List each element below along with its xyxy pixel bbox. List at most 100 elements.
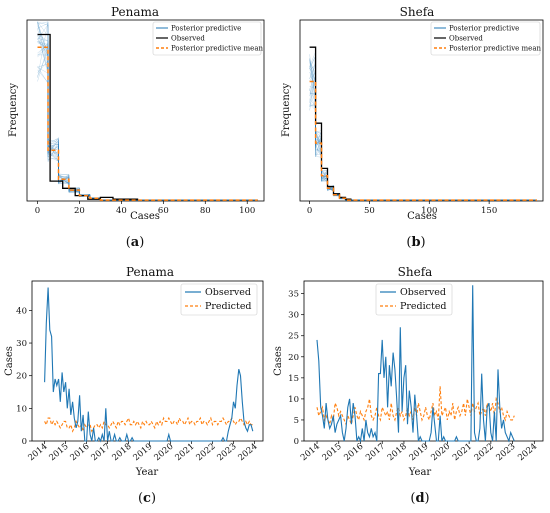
panel-d-legend: Observed Predicted (375, 283, 453, 316)
ytick-label: 10 (16, 404, 27, 414)
posterior-predictive-sample (309, 102, 538, 201)
ytick-label: 25 (288, 332, 299, 342)
posterior-predictive-sample (37, 38, 258, 201)
panel-b-legend-ppc: Posterior predictive (449, 25, 519, 33)
xtick-label: 2018 (111, 442, 134, 464)
posterior-predictive-sample (309, 51, 537, 201)
panel-b-series (309, 46, 537, 201)
posterior-predictive-sample (309, 59, 537, 201)
xtick-label: 20 (74, 206, 85, 216)
posterior-predictive-sample (37, 63, 258, 201)
panel-b-legend: Posterior predictive Observed Posterior … (430, 21, 541, 56)
ytick-label: 30 (288, 311, 299, 321)
panel-a-legend-mean: Posterior predictive mean (171, 45, 263, 53)
panel-b: Shefa 0 50 100 150 Cases Frequency Posterio… (281, 5, 544, 222)
ytick-label: 30 (16, 339, 27, 349)
posterior-predictive-sample (37, 66, 258, 201)
posterior-predictive-sample (37, 42, 258, 201)
xtick-label: 2017 (90, 442, 113, 464)
panel-d-legend-observed: Observed (400, 287, 446, 298)
panel-a-xlabel: Cases (130, 211, 160, 222)
xtick-label: 100 (239, 206, 255, 216)
ytick-label: 20 (16, 372, 27, 382)
posterior-predictive-sample (309, 75, 538, 201)
posterior-predictive-sample (37, 45, 258, 201)
panel-d-xticks: 2014201520162017201820192020202120222023… (299, 441, 539, 463)
posterior-predictive-sample (37, 51, 258, 201)
xtick-label: 2023 (495, 442, 518, 464)
panel-d-series (316, 285, 515, 444)
posterior-predictive-sample (309, 58, 538, 201)
posterior-predictive-sample (309, 55, 538, 201)
posterior-predictive-sample (37, 41, 258, 201)
panel-a-title: Penama (111, 5, 159, 19)
posterior-predictive-sample (37, 37, 258, 201)
panel-b-ylabel: Frequency (281, 83, 292, 137)
ytick-label: 5 (294, 416, 299, 426)
panel-a-legend: Posterior predictive Observed Posterior … (152, 21, 263, 56)
xtick-label: 2016 (342, 442, 365, 464)
panel-a-xticks: 0 20 40 60 80 100 (35, 201, 255, 216)
xtick-label: 40 (116, 206, 127, 216)
posterior-predictive-sample (309, 89, 538, 201)
posterior-predictive-sample (309, 59, 538, 201)
caption-b: (b) (406, 235, 425, 250)
xtick-label: 0 (35, 206, 40, 216)
observed-line (309, 46, 352, 200)
posterior-predictive-sample (37, 34, 258, 201)
panel-c: Penama 0 10 20 30 40 20142015201620172018201… (4, 265, 264, 478)
posterior-predictive-sample (37, 41, 258, 201)
panel-c-xlabel: Year (135, 467, 159, 478)
posterior-predictive-sample (309, 62, 538, 201)
xtick-label: 2021 (174, 442, 197, 464)
caption-d: (d) (410, 491, 429, 506)
ytick-label: 40 (16, 306, 27, 316)
posterior-predictive-sample (309, 102, 538, 201)
posterior-predictive-sample (309, 75, 538, 201)
posterior-predictive-sample (37, 69, 258, 201)
panel-c-legend: Observed Predicted (180, 283, 258, 316)
panel-b-xticks: 0 50 100 150 (307, 201, 497, 216)
ytick-label: 0 (294, 437, 299, 447)
panel-d-title: Shefa (398, 265, 433, 279)
panel-a: Penama 0 20 40 60 80 100 Cases Frequency Post… (8, 5, 265, 222)
panel-d-yticks: 0 5 10 15 20 25 30 35 (288, 290, 304, 447)
posterior-predictive-sample (309, 71, 538, 201)
xtick-label: 2016 (69, 442, 92, 464)
xtick-label: 2023 (216, 442, 239, 464)
panel-c-title: Penama (126, 265, 174, 279)
posterior-predictive-sample (309, 55, 538, 201)
panel-b-posterior-predictive-samples (309, 51, 538, 201)
panel-a-ylabel: Frequency (8, 83, 19, 137)
panel-a-legend-observed: Observed (171, 35, 205, 43)
xtick-label: 2020 (429, 442, 452, 464)
xtick-label: 2024 (516, 442, 539, 464)
xtick-label: 2014 (27, 442, 50, 464)
ytick-label: 15 (288, 374, 299, 384)
xtick-label: 2020 (153, 442, 176, 464)
posterior-predictive-sample (37, 44, 258, 201)
xtick-label: 2017 (364, 442, 387, 464)
xtick-label: 100 (421, 206, 437, 216)
panel-c-yticks: 0 10 20 30 40 (16, 306, 32, 447)
posterior-predictive-sample (309, 88, 538, 201)
predicted-line (44, 416, 253, 434)
xtick-label: 2022 (473, 442, 496, 464)
panel-c-legend-predicted: Predicted (205, 301, 252, 312)
panel-b-title: Shefa (400, 5, 435, 19)
panel-b-legend-observed: Observed (449, 35, 483, 43)
posterior-predictive-sample (37, 34, 258, 201)
panel-a-frame (26, 19, 265, 202)
panel-c-xticks: 2014201520162017201820192020202120222023… (27, 441, 260, 463)
observed-line (316, 285, 515, 444)
panel-d-xlabel: Year (408, 467, 432, 478)
xtick-label: 2019 (408, 442, 431, 464)
posterior-predictive-sample (37, 60, 258, 201)
posterior-predictive-sample (309, 71, 537, 201)
posterior-predictive-sample (309, 103, 538, 201)
ytick-label: 20 (288, 353, 299, 363)
panel-c-series (44, 287, 254, 443)
posterior-predictive-sample (309, 64, 538, 201)
